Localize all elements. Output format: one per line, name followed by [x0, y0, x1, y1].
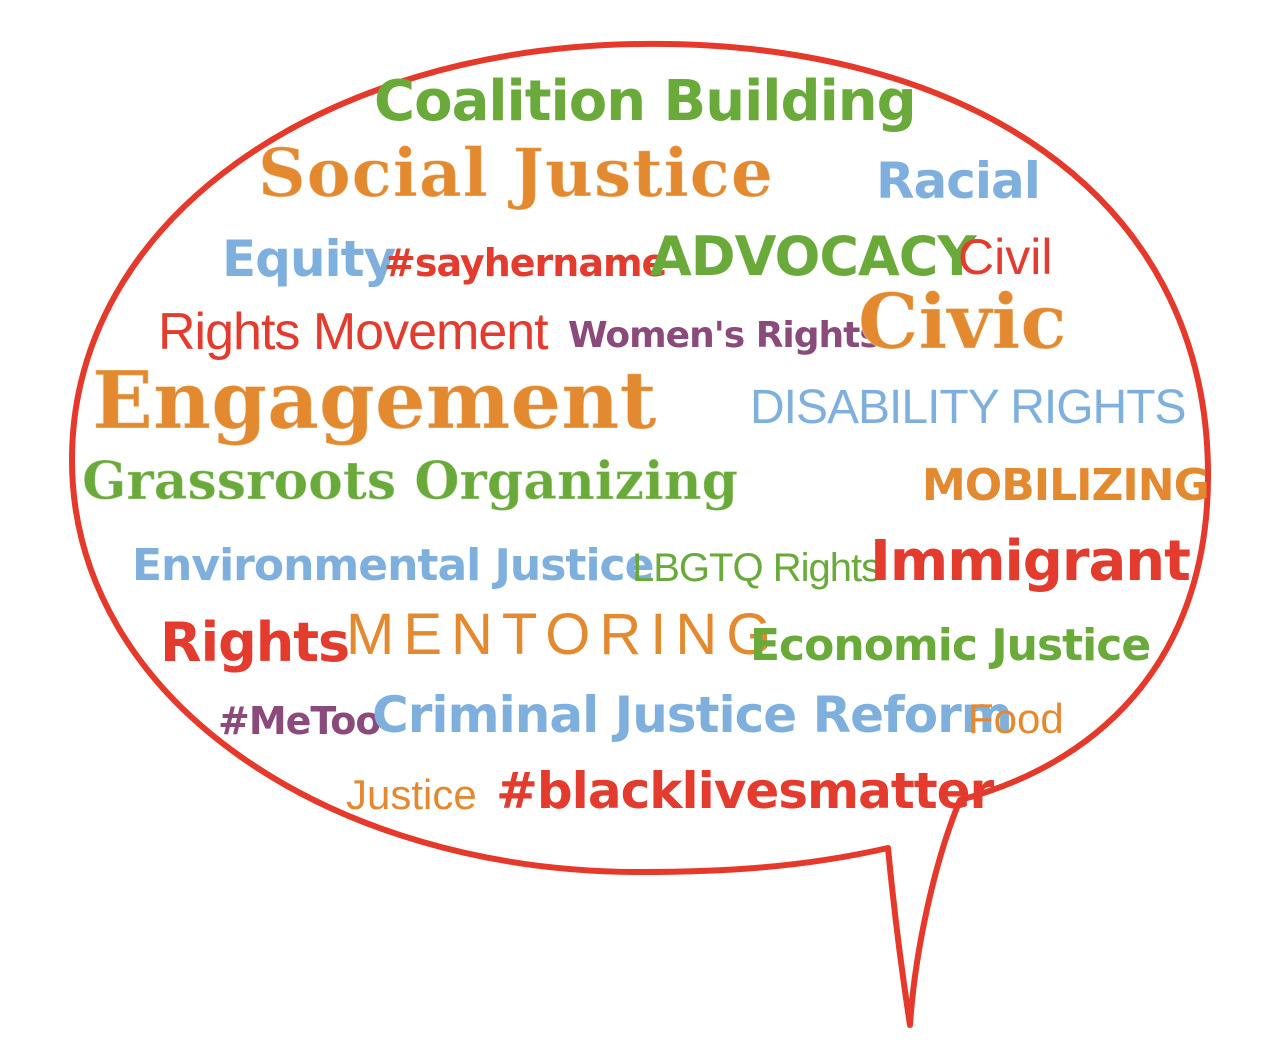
word-disability-rights: DISABILITY RIGHTS	[750, 381, 1187, 434]
word-rights-movement: Rights Movement	[158, 303, 549, 361]
word-economic-justice: Economic Justice	[750, 620, 1151, 671]
word-equity: Equity	[222, 230, 396, 288]
word-criminal-justice-reform: Criminal Justice Reform	[372, 686, 1013, 744]
word-environmental-justice: Environmental Justice	[132, 540, 654, 591]
word-social-justice: Social Justice	[258, 134, 774, 212]
word-mobilizing: MOBILIZING	[922, 460, 1210, 511]
word-engagement: Engagement	[91, 353, 657, 447]
word-lbgtq-rights: LBGTQ Rights	[632, 546, 881, 590]
word-advocacy: ADVOCACY	[650, 225, 977, 288]
word-civil: Civil	[958, 229, 1053, 285]
word-blacklivesmatter: #blacklivesmatter	[496, 762, 994, 820]
word-racial: Racial	[876, 152, 1041, 210]
word-grassroots-organizing: Grassroots Organizing	[82, 451, 739, 512]
speech-bubble-shape	[69, 40, 1212, 1028]
word-civic: Civic	[858, 277, 1068, 366]
word-immigrant: Immigrant	[870, 529, 1191, 594]
word-womens-rights: Women's Rights	[568, 315, 881, 356]
word-metoo: #MeToo	[218, 699, 382, 743]
word-sayhername: #sayhername	[384, 241, 667, 285]
word-food: Food	[968, 695, 1064, 742]
word-justice: Justice	[346, 771, 477, 818]
word-rights: Rights	[160, 611, 350, 674]
word-mentoring: MENTORING	[346, 602, 781, 667]
word-coalition-building: Coalition Building	[374, 69, 917, 134]
